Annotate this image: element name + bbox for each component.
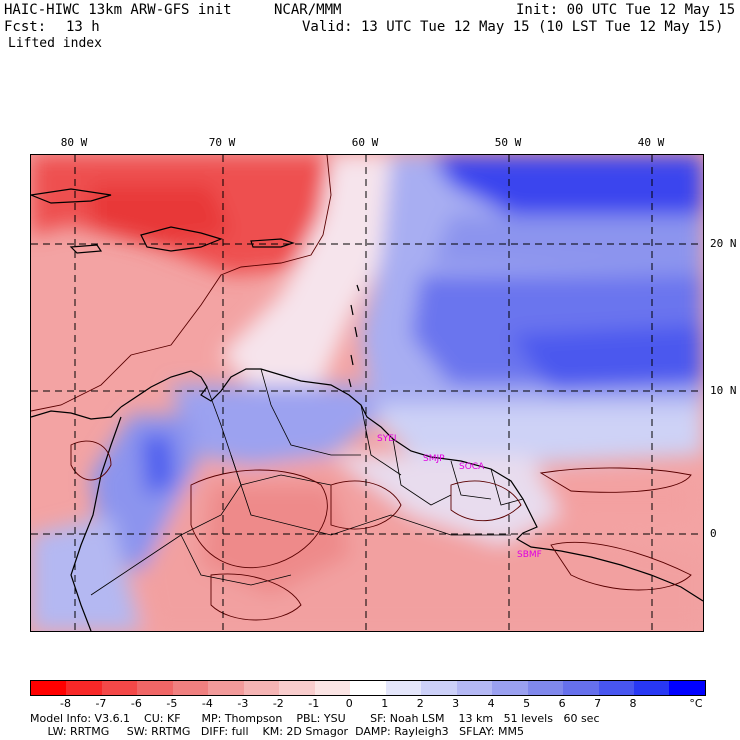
model-title: HAIC-HIWC 13km ARW-GFS init	[4, 2, 232, 18]
colorbar-swatch	[314, 681, 351, 695]
field-name: Lifted index	[8, 36, 102, 51]
model-info-line2: LW: RRTMG SW: RRTMG DIFF: full KM: 2D Sm…	[30, 725, 524, 738]
colorbar-tick-label: 0	[345, 697, 353, 710]
colorbar-tick-label: -6	[130, 697, 142, 710]
colorbar	[30, 680, 706, 696]
init-time: Init: 00 UTC Tue 12 May 15	[516, 2, 736, 18]
colorbar-tick-label: 2	[416, 697, 424, 710]
lon-label: 40 W	[637, 136, 665, 149]
colorbar-swatch	[66, 681, 102, 695]
lifted-index-map: SYEI SMJP SOCA SBMF	[30, 154, 704, 632]
colorbar-swatch	[208, 681, 244, 695]
valid-time: Valid: 13 UTC Tue 12 May 15 (10 LST Tue …	[302, 19, 724, 35]
station-label: SYEI	[377, 434, 397, 444]
colorbar-swatch	[137, 681, 173, 695]
colorbar-swatch	[492, 681, 528, 695]
station-label: SMJP	[423, 454, 445, 464]
lat-label: 10 N	[710, 384, 737, 397]
colorbar-tick-label: 5	[523, 697, 531, 710]
colorbar-swatch	[527, 681, 564, 695]
colorbar-swatch	[101, 681, 138, 695]
map-canvas: SYEI SMJP SOCA SBMF	[31, 155, 703, 631]
colorbar-tick-label: 1	[381, 697, 389, 710]
colorbar-swatch	[421, 681, 457, 695]
colorbar-swatch	[563, 681, 599, 695]
model-info-line1: Model Info: V3.6.1 CU: KF MP: Thompson P…	[30, 712, 600, 725]
coastlines	[31, 188, 703, 631]
colorbar-swatch	[243, 681, 280, 695]
colorbar-swatch	[598, 681, 634, 695]
colorbar-unit: °C	[689, 697, 703, 710]
colorbar-swatch	[456, 681, 493, 695]
lon-label: 60 W	[351, 136, 379, 149]
forecast-label: Fcst:	[4, 19, 47, 35]
forecast-hour: 13 h	[66, 19, 100, 35]
colorbar-swatch	[350, 681, 386, 695]
colorbar-swatch	[31, 681, 67, 695]
zero-contours	[31, 155, 692, 621]
colorbar-tick-label: -8	[59, 697, 71, 710]
station-label: SOCA	[459, 462, 485, 472]
colorbar-swatch	[279, 681, 315, 695]
colorbar-tick-label: -4	[201, 697, 213, 710]
lon-label: 50 W	[494, 136, 522, 149]
colorbar-tick-label: 7	[594, 697, 602, 710]
station-label: SBMF	[517, 550, 542, 560]
lat-label: 0	[710, 527, 717, 540]
colorbar-tick-label: -3	[237, 697, 249, 710]
colorbar-tick-label: -5	[166, 697, 178, 710]
colorbar-swatch	[633, 681, 670, 695]
lon-label: 80 W	[60, 136, 88, 149]
colorbar-tick-label: 6	[558, 697, 566, 710]
colorbar-swatch	[669, 681, 705, 695]
colorbar-tick-label: -7	[95, 697, 107, 710]
colorbar-tick-label: 4	[487, 697, 495, 710]
lat-label: 20 N	[710, 237, 737, 250]
graticule	[31, 155, 703, 631]
colorbar-tick-label: 8	[629, 697, 637, 710]
colorbar-swatch	[385, 681, 422, 695]
lon-label: 70 W	[208, 136, 236, 149]
colorbar-tick-label: 3	[452, 697, 460, 710]
colorbar-tick-label: -1	[308, 697, 320, 710]
organization: NCAR/MMM	[274, 2, 342, 18]
colorbar-tick-label: -2	[272, 697, 284, 710]
colorbar-swatch	[172, 681, 209, 695]
